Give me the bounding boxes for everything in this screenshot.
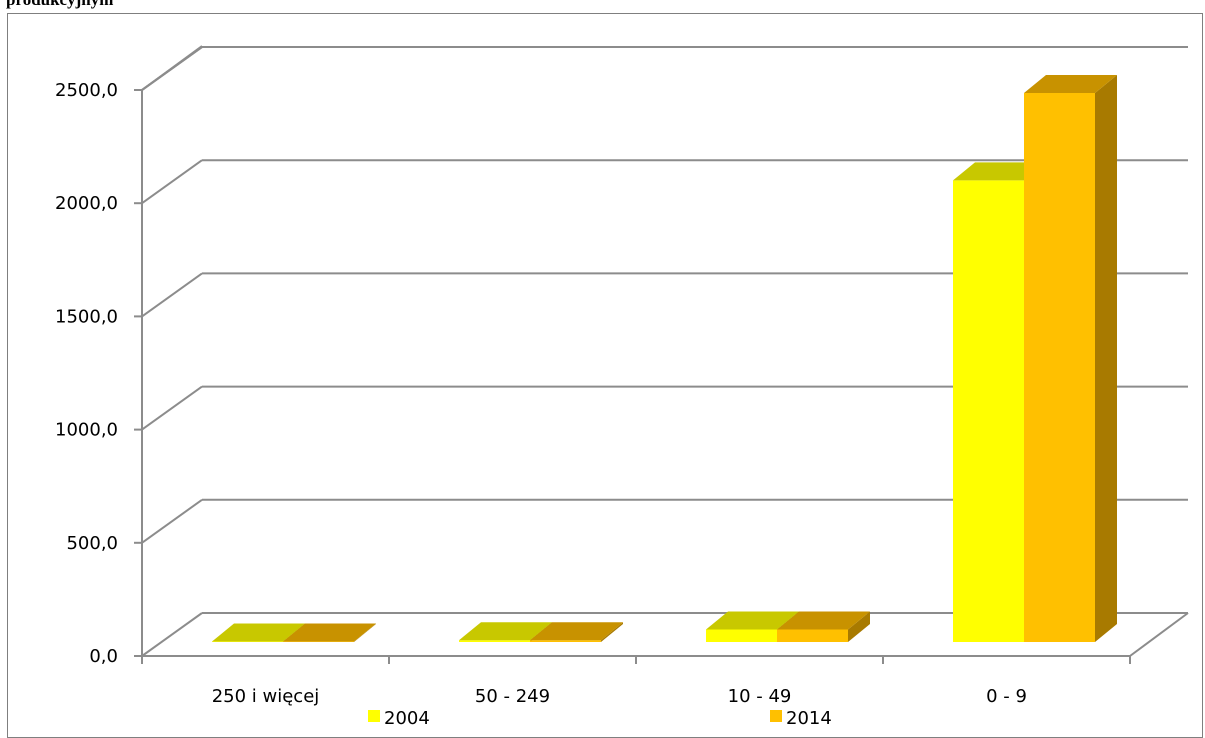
y-tick-label-1: 500,0 (66, 533, 118, 554)
grid-slant-2 (142, 387, 202, 430)
x-tick-label-1: 50 - 249 (475, 686, 550, 707)
bar-2014-3 (1024, 93, 1095, 642)
grid-slant-3 (142, 273, 202, 316)
bar-2004-2 (706, 629, 777, 642)
legend-label-2014: 2014 (786, 708, 832, 729)
x-tick-label-0: 250 i więcej (212, 686, 320, 707)
y-tick-label-5: 2500,0 (55, 80, 118, 101)
y-tick-label-4: 2000,0 (55, 193, 118, 214)
grid-slant-0 (142, 613, 202, 656)
legend-label-2004: 2004 (384, 708, 430, 729)
grid-slant-top2 (142, 46, 202, 90)
x-tick-label-2: 10 - 49 (728, 686, 792, 707)
y-tick-label-2: 1000,0 (55, 420, 118, 441)
y-tick-label-0: 0,0 (89, 646, 118, 667)
x-tick-label-3: 0 - 9 (986, 686, 1027, 707)
legend-swatch-2014 (770, 710, 782, 722)
floor-right-edge (1130, 613, 1188, 656)
y-tick-label-3: 1500,0 (55, 306, 118, 327)
grid-slant-4 (142, 160, 202, 203)
legend-swatch-2004 (368, 710, 380, 722)
bar-2004-1 (459, 640, 530, 642)
spacer2 (142, 0, 202, 90)
bar-2004-3 (953, 180, 1024, 642)
grid-slant-1 (142, 500, 202, 543)
bar-side-2014-3 (1095, 75, 1117, 642)
bar-2014-1 (530, 640, 601, 642)
bar-2014-2 (777, 629, 848, 642)
spacer3 (142, 0, 202, 90)
